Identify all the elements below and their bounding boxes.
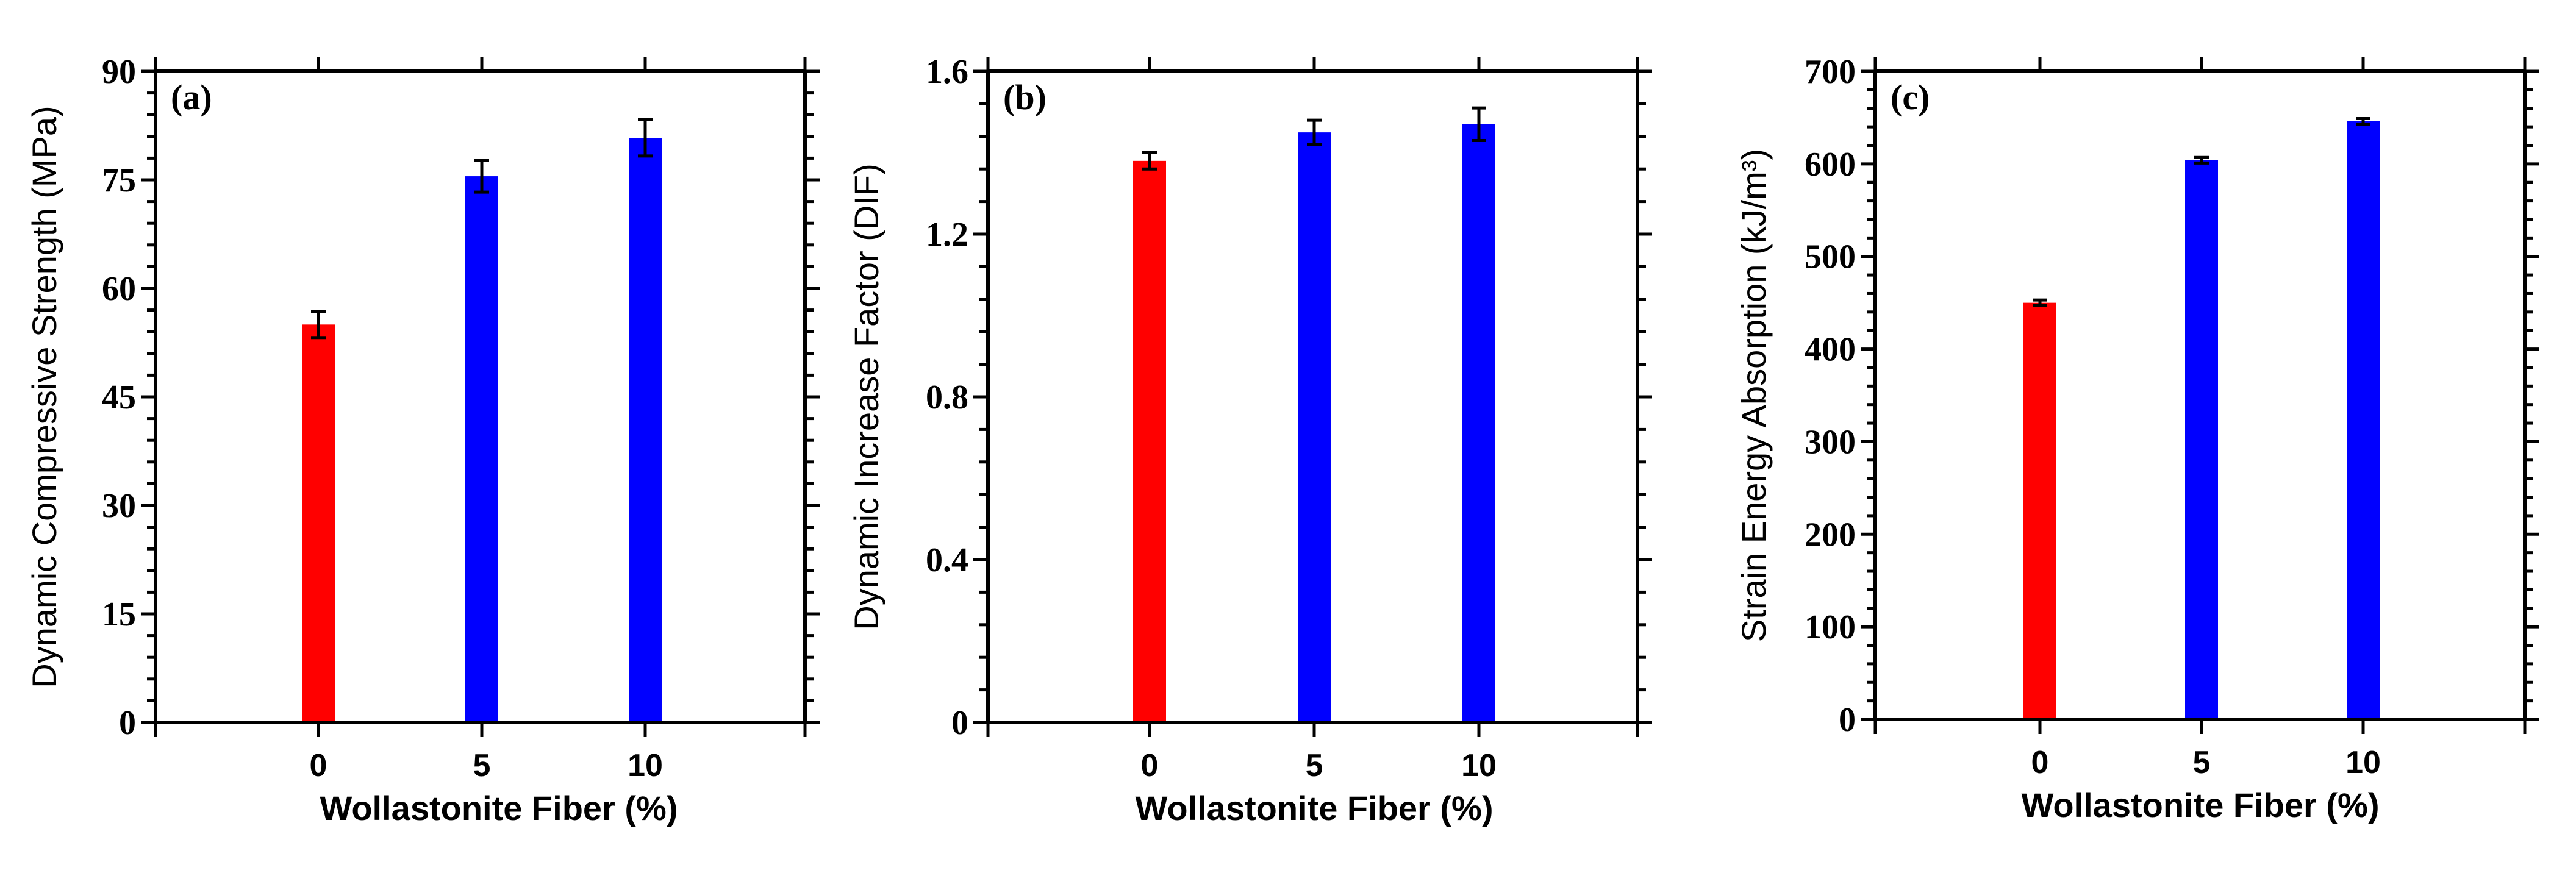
bar-10 xyxy=(629,138,662,722)
bar-10 xyxy=(2347,121,2380,719)
error-bar-0 xyxy=(1142,151,1157,171)
y-tick-label: 0.4 xyxy=(926,541,968,579)
y-tick-label: 30 xyxy=(102,487,136,525)
y-ticks xyxy=(973,69,1652,724)
y-tick-label: 700 xyxy=(1805,53,1856,91)
error-bar-5 xyxy=(474,159,489,194)
bar-0 xyxy=(2023,302,2056,720)
error-bar-0 xyxy=(311,310,326,340)
error-bar-10 xyxy=(2356,116,2370,126)
y-tick-label: 60 xyxy=(102,270,136,308)
y-tick-label: 45 xyxy=(102,379,136,416)
y-tick-label: 500 xyxy=(1805,238,1856,276)
error-bar-10 xyxy=(638,118,653,158)
y-tick-label: 15 xyxy=(102,596,136,633)
y-axis-title: Strain Energy Absorption (kJ/m³) xyxy=(1734,149,1773,642)
y-tick-label: 1.2 xyxy=(926,216,968,254)
x-tick-label-0: 0 xyxy=(2031,745,2049,780)
x-axis-title: Wollastonite Fiber (%) xyxy=(320,789,678,827)
bar-5 xyxy=(1298,132,1331,722)
y-tick-label: 100 xyxy=(1805,608,1856,646)
chart-panel-2: 0 0.4 0.8 1.2 1.6 0 5 10 Wollastonite Fiber (%) D… xyxy=(847,53,1652,827)
y-tick-label: 75 xyxy=(102,162,136,199)
x-ticks xyxy=(986,57,1639,737)
error-bar-10 xyxy=(1472,106,1486,142)
panel-label: (b) xyxy=(1003,77,1046,117)
y-axis-title: Dynamic Increase Factor (DIF) xyxy=(847,163,886,630)
y-tick-label: 0 xyxy=(951,704,968,742)
panel-label: (c) xyxy=(1891,77,1930,117)
y-ticks xyxy=(1861,69,2539,721)
bar-0 xyxy=(302,324,335,722)
panel-label: (a) xyxy=(171,77,212,117)
bar-5 xyxy=(2185,160,2218,720)
x-tick-label-10: 10 xyxy=(628,748,663,783)
chart-panel-3: 0 100 200 300 400 500 600 700 0 5 10 Wollastonite F… xyxy=(1734,53,2539,824)
x-tick-label-5: 5 xyxy=(473,748,491,783)
x-tick-label-0: 0 xyxy=(310,748,327,783)
x-axis-title: Wollastonite Fiber (%) xyxy=(2022,786,2380,824)
y-tick-label: 1.6 xyxy=(926,53,968,91)
y-tick-label: 90 xyxy=(102,53,136,91)
y-tick-label: 0 xyxy=(119,704,136,742)
bar-10 xyxy=(1462,124,1495,722)
y-tick-label: 400 xyxy=(1805,331,1856,369)
x-tick-label-10: 10 xyxy=(1461,748,1497,783)
x-tick-label-5: 5 xyxy=(1306,748,1323,783)
bar-0 xyxy=(1133,160,1166,723)
error-bar-5 xyxy=(1307,118,1322,146)
x-tick-label-0: 0 xyxy=(1141,748,1159,783)
x-ticks xyxy=(1873,57,2527,734)
error-bar-5 xyxy=(2194,155,2209,165)
y-ticks xyxy=(141,69,820,724)
bar-5 xyxy=(465,176,498,723)
y-tick-label: 0.8 xyxy=(926,379,968,416)
x-tick-label-5: 5 xyxy=(2193,745,2211,780)
x-axis-title: Wollastonite Fiber (%) xyxy=(1136,789,1494,827)
x-tick-label-10: 10 xyxy=(2345,745,2381,780)
y-tick-label: 200 xyxy=(1805,516,1856,554)
y-tick-label: 0 xyxy=(1839,701,1856,739)
y-tick-label: 600 xyxy=(1805,146,1856,184)
x-ticks xyxy=(154,57,807,737)
y-axis-title: Dynamic Compressive Strength (MPa) xyxy=(25,105,63,688)
chart-panel-1: 0 15 30 45 60 75 90 0 5 10 Wollastonite Fiber (%) D… xyxy=(25,53,820,827)
error-bar-0 xyxy=(2033,298,2047,307)
y-tick-label: 300 xyxy=(1805,423,1856,461)
